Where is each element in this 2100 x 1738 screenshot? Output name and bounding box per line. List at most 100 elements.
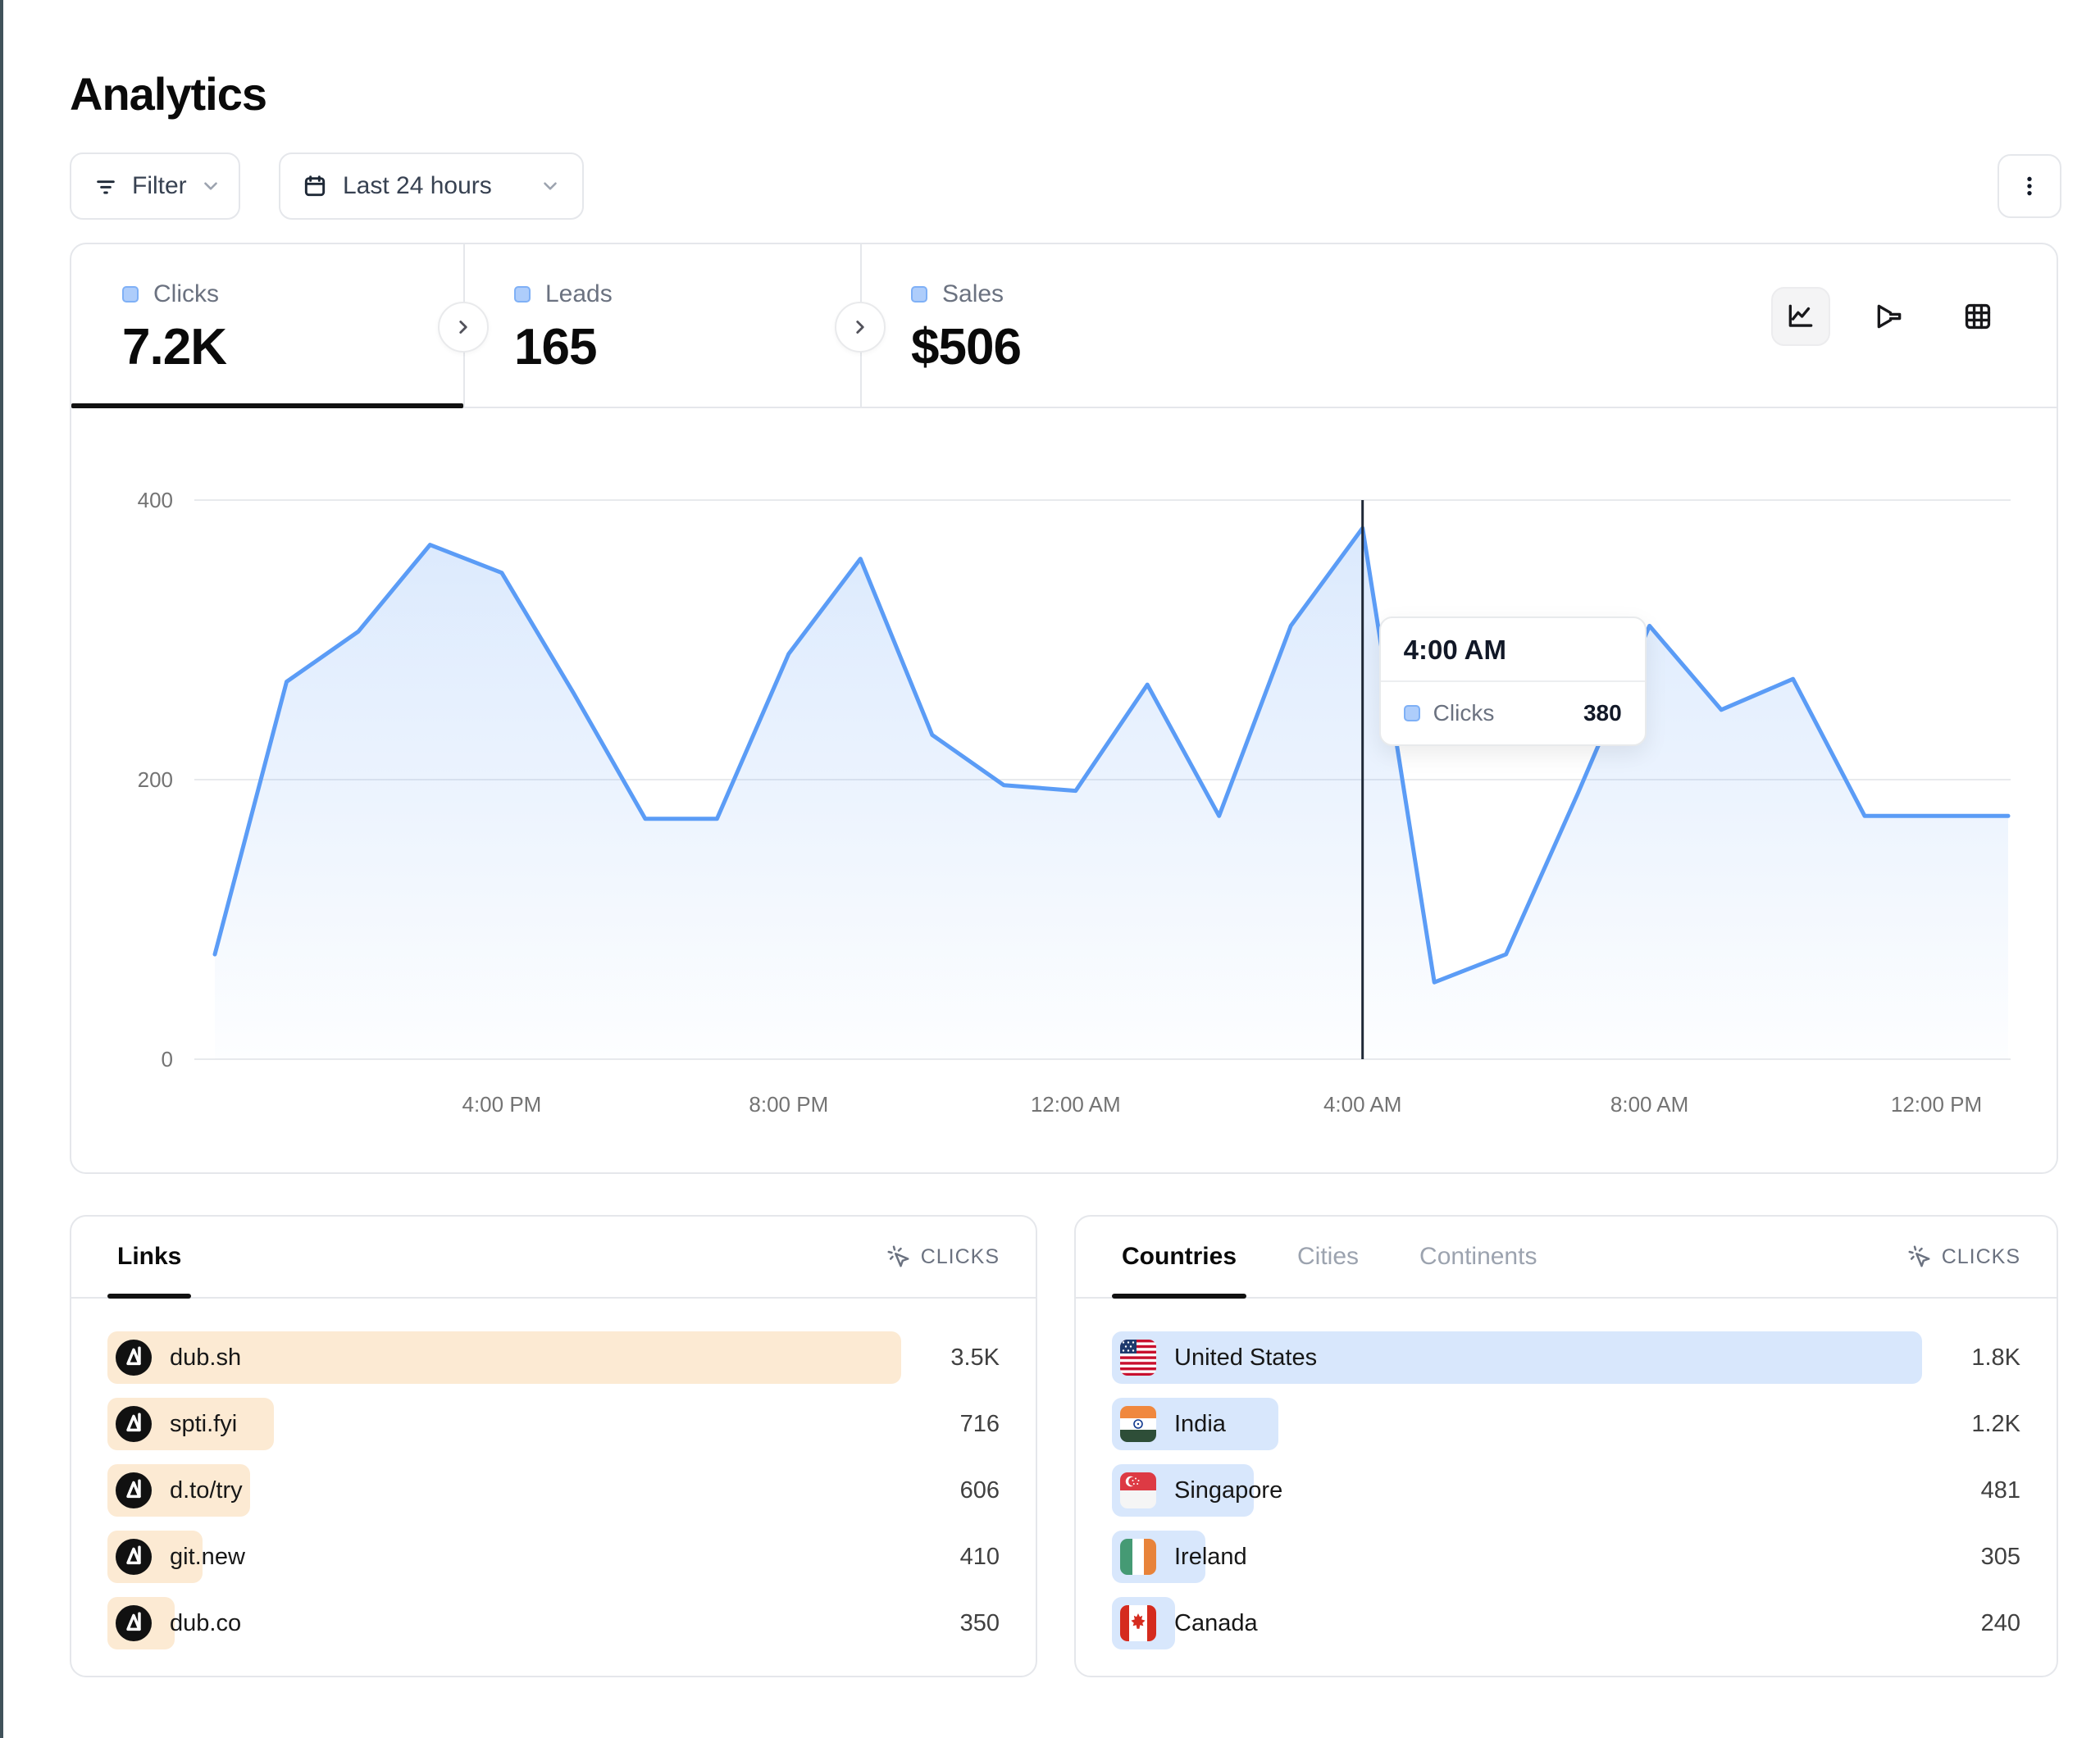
- tab-countries-label: Countries: [1122, 1243, 1237, 1270]
- x-tick-label: 4:00 PM: [462, 1092, 542, 1117]
- y-tick-label: 200: [137, 767, 173, 792]
- row-label: Canada: [1174, 1609, 1258, 1636]
- value-bar: [1112, 1331, 1922, 1384]
- funnel-view-button[interactable]: [1860, 287, 1919, 346]
- row-value: 350: [959, 1609, 1000, 1636]
- table-view-button[interactable]: [1948, 287, 2007, 346]
- countries-metric[interactable]: CLICKS: [1907, 1217, 2020, 1297]
- countries-panel: Countries Cities Continents CLICKS: [1074, 1215, 2058, 1677]
- list-item[interactable]: Ireland 305: [1112, 1531, 2020, 1583]
- tab-links[interactable]: Links: [107, 1217, 192, 1299]
- tooltip-value: 380: [1583, 700, 1622, 726]
- leads-value: 165: [514, 319, 597, 375]
- list-item[interactable]: Canada 240: [1112, 1597, 2020, 1649]
- tab-continents[interactable]: Continents: [1410, 1217, 1547, 1297]
- sales-value: $506: [911, 319, 1022, 375]
- list-item[interactable]: Singapore 481: [1112, 1464, 2020, 1517]
- row-value: 481: [1980, 1476, 2020, 1504]
- pointer-click-icon: [887, 1245, 909, 1267]
- row-label: India: [1174, 1410, 1226, 1437]
- leads-legend-swatch: [514, 286, 531, 303]
- page-title: Analytics: [70, 68, 267, 120]
- row-value: 716: [959, 1410, 1000, 1437]
- ca-flag-icon: [1120, 1605, 1156, 1641]
- chart-type-switcher: [1771, 287, 2007, 346]
- analytics-card: Clicks 7.2K Leads 165 Sales $506: [70, 243, 2058, 1174]
- value-bar: [107, 1331, 901, 1384]
- us-flag-icon: [1120, 1340, 1156, 1376]
- area-fill: [215, 528, 2008, 1059]
- dub-logo-icon: [116, 1406, 152, 1442]
- chevron-down-icon: [200, 175, 221, 197]
- chart-tooltip: 4:00 AM Clicks 380: [1378, 616, 1647, 746]
- dub-logo-icon: [116, 1605, 152, 1641]
- funnel-icon: [1877, 304, 1902, 329]
- next-metric-button[interactable]: [438, 302, 489, 353]
- line-chart-icon: [1788, 304, 1813, 327]
- next-metric-button[interactable]: [835, 302, 886, 353]
- active-tab-underline: [71, 403, 463, 408]
- tooltip-time: 4:00 AM: [1380, 618, 1645, 682]
- clicks-value: 7.2K: [122, 319, 227, 375]
- filter-button[interactable]: Filter: [70, 152, 240, 220]
- list-item[interactable]: dub.sh 3.5K: [107, 1331, 1000, 1384]
- more-options-button[interactable]: [1998, 154, 2061, 218]
- calendar-icon: [302, 173, 328, 199]
- dub-logo-icon: [116, 1340, 152, 1376]
- clicks-line: [212, 525, 2011, 985]
- x-tick-label: 8:00 AM: [1610, 1092, 1689, 1117]
- tab-clicks[interactable]: Clicks 7.2K: [71, 244, 463, 408]
- list-item[interactable]: d.to/try 606: [107, 1464, 1000, 1517]
- list-item[interactable]: git.new 410: [107, 1531, 1000, 1583]
- tab-sales[interactable]: Sales $506: [860, 244, 1270, 408]
- links-panel-header: Links CLICKS: [71, 1217, 1036, 1299]
- row-value: 1.2K: [1971, 1410, 2020, 1437]
- row-label: Singapore: [1174, 1476, 1283, 1504]
- dub-logo-icon: [116, 1472, 152, 1508]
- row-value: 410: [959, 1543, 1000, 1570]
- x-tick-label: 4:00 AM: [1323, 1092, 1402, 1117]
- list-item[interactable]: United States 1.8K: [1112, 1331, 2020, 1384]
- row-label: spti.fyi: [170, 1410, 238, 1437]
- pointer-click-icon: [1908, 1245, 1930, 1267]
- links-metric[interactable]: CLICKS: [886, 1217, 1000, 1297]
- row-label: Ireland: [1174, 1543, 1247, 1570]
- row-label: dub.co: [170, 1609, 242, 1636]
- tab-leads[interactable]: Leads 165: [463, 244, 860, 408]
- row-value: 240: [1980, 1609, 2020, 1636]
- clicks-time-series-chart[interactable]: 0 200 400 4:00 PM 8:00 PM 12:00 AM 4:00 AM 8:0…: [138, 488, 2011, 1117]
- links-metric-label: CLICKS: [920, 1244, 1000, 1268]
- links-panel: Links CLICKS dub.sh 3.5K spti.fy: [70, 1215, 1037, 1677]
- row-value: 1.8K: [1971, 1344, 2020, 1371]
- area-chart-canvas[interactable]: [194, 499, 2011, 1060]
- date-range-button[interactable]: Last 24 hours: [279, 152, 584, 220]
- x-tick-label: 12:00 PM: [1890, 1092, 1983, 1117]
- y-tick-label: 400: [137, 488, 173, 512]
- row-label: d.to/try: [170, 1476, 243, 1504]
- sales-legend-swatch: [911, 286, 927, 303]
- tab-cities[interactable]: Cities: [1287, 1217, 1369, 1297]
- list-item[interactable]: dub.co 350: [107, 1597, 1000, 1649]
- chevron-right-icon: [856, 321, 864, 334]
- tab-links-label: Links: [117, 1243, 182, 1270]
- links-list: dub.sh 3.5K spti.fyi 716 d.to/try 606: [71, 1299, 1036, 1649]
- list-item[interactable]: spti.fyi 716: [107, 1398, 1000, 1450]
- x-tick-label: 8:00 PM: [749, 1092, 829, 1117]
- line-chart-view-button[interactable]: [1771, 287, 1830, 346]
- row-label: dub.sh: [170, 1344, 242, 1371]
- list-item[interactable]: India 1.2K: [1112, 1398, 2020, 1450]
- clicks-legend-swatch: [122, 286, 139, 303]
- y-tick-label: 0: [161, 1047, 173, 1071]
- tooltip-legend-swatch: [1403, 705, 1420, 721]
- chevron-down-icon: [540, 175, 561, 197]
- tab-countries[interactable]: Countries: [1112, 1217, 1247, 1299]
- dub-logo-icon: [116, 1539, 152, 1575]
- sg-flag-icon: [1120, 1472, 1156, 1508]
- countries-panel-header: Countries Cities Continents CLICKS: [1076, 1217, 2057, 1299]
- chevron-right-icon: [459, 321, 467, 334]
- tooltip-series-label: Clicks: [1433, 700, 1495, 726]
- stats-tabs-row: Clicks 7.2K Leads 165 Sales $506: [71, 244, 2057, 408]
- filter-button-label: Filter: [132, 172, 187, 199]
- row-label: United States: [1174, 1344, 1318, 1371]
- kebab-icon: [2016, 173, 2043, 199]
